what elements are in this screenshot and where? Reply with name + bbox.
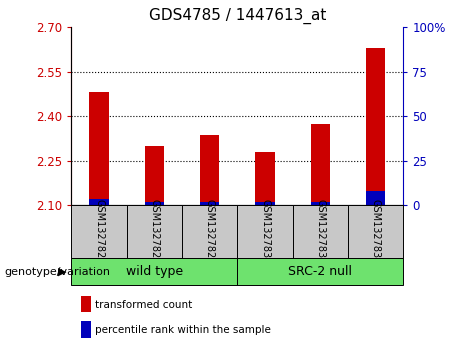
Bar <box>71 205 127 258</box>
Bar <box>237 258 403 285</box>
Text: GSM1327832: GSM1327832 <box>371 199 381 264</box>
Bar <box>89 93 109 205</box>
Text: GSM1327830: GSM1327830 <box>260 199 270 264</box>
Bar <box>200 203 219 205</box>
Bar <box>145 203 164 205</box>
Bar <box>255 203 275 205</box>
Text: genotype/variation: genotype/variation <box>5 266 111 277</box>
Text: ▶: ▶ <box>59 266 67 277</box>
Bar <box>71 258 237 285</box>
Text: GSM1327828: GSM1327828 <box>149 199 160 264</box>
Bar <box>182 205 237 258</box>
Bar <box>293 205 348 258</box>
Bar <box>200 135 219 205</box>
Text: wild type: wild type <box>126 265 183 278</box>
Bar <box>255 152 275 205</box>
Title: GDS4785 / 1447613_at: GDS4785 / 1447613_at <box>149 8 326 24</box>
Bar <box>145 146 164 205</box>
Bar <box>366 191 385 205</box>
Bar <box>311 123 330 205</box>
Bar <box>89 199 109 205</box>
Bar <box>366 48 385 205</box>
Bar <box>348 205 403 258</box>
Text: GSM1327827: GSM1327827 <box>94 199 104 264</box>
Text: percentile rank within the sample: percentile rank within the sample <box>95 325 272 335</box>
Bar <box>311 203 330 205</box>
Text: transformed count: transformed count <box>95 300 193 310</box>
Bar <box>237 205 293 258</box>
Text: SRC-2 null: SRC-2 null <box>289 265 352 278</box>
Bar <box>127 205 182 258</box>
Text: GSM1327831: GSM1327831 <box>315 199 325 264</box>
Text: GSM1327829: GSM1327829 <box>205 199 215 264</box>
